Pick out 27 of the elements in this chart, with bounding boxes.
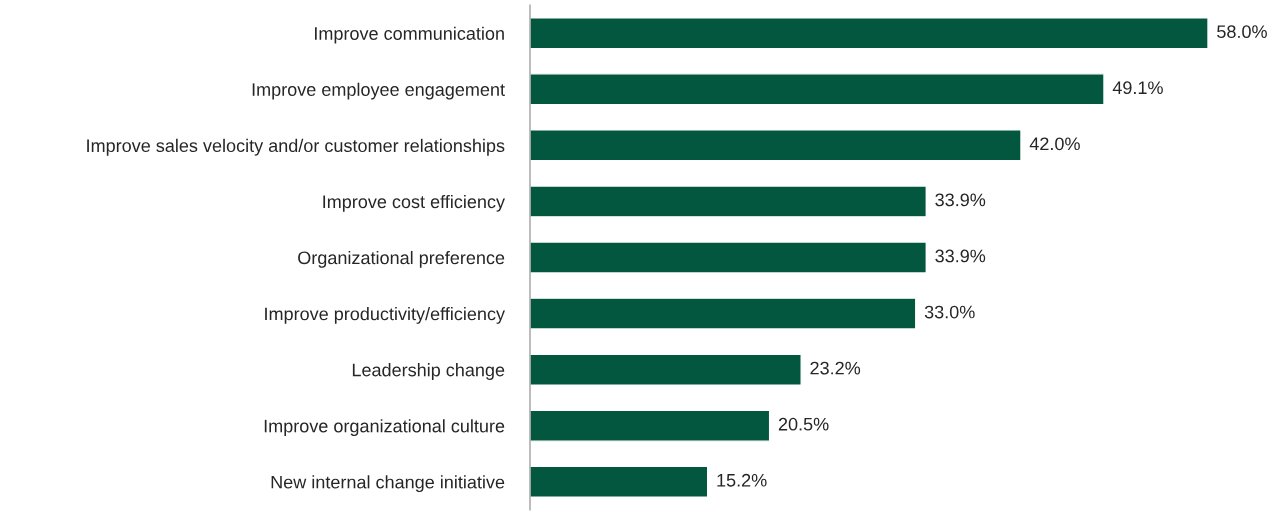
data-label: 33.9% [935,249,986,263]
y-tick-label: Improve communication [315,26,504,44]
bar [530,17,1209,50]
y-tick-label: New internal change initiative [271,475,505,493]
y-tick-label: Improve cost efficiency [323,194,505,212]
bar [530,73,1105,106]
y-tick-label: Improve sales velocity and/or customer relationships [87,138,505,156]
bar [530,409,771,442]
bar [530,129,1022,162]
y-tick-label: Improve productivity/efficiency [265,307,505,324]
data-label: 33.9% [935,193,986,207]
y-tick-label: Leadership change [352,363,505,380]
bar [530,185,927,218]
data-label: 42.0% [1029,137,1080,151]
data-label: 20.5% [778,417,829,431]
y-tick-label: Organizational preference [298,250,505,268]
data-label: 33.0% [924,305,975,319]
data-label: 15.2% [717,473,767,487]
y-tick-label: Improve employee engagement [252,82,505,100]
data-label: 58.0% [1217,25,1267,39]
bar [530,465,709,498]
bar [530,297,917,330]
bar [530,353,802,386]
data-label: 23.2% [810,361,861,375]
bar [530,241,927,274]
data-label: 49.1% [1112,81,1163,95]
y-tick-label: Improve organizational culture [264,419,505,437]
